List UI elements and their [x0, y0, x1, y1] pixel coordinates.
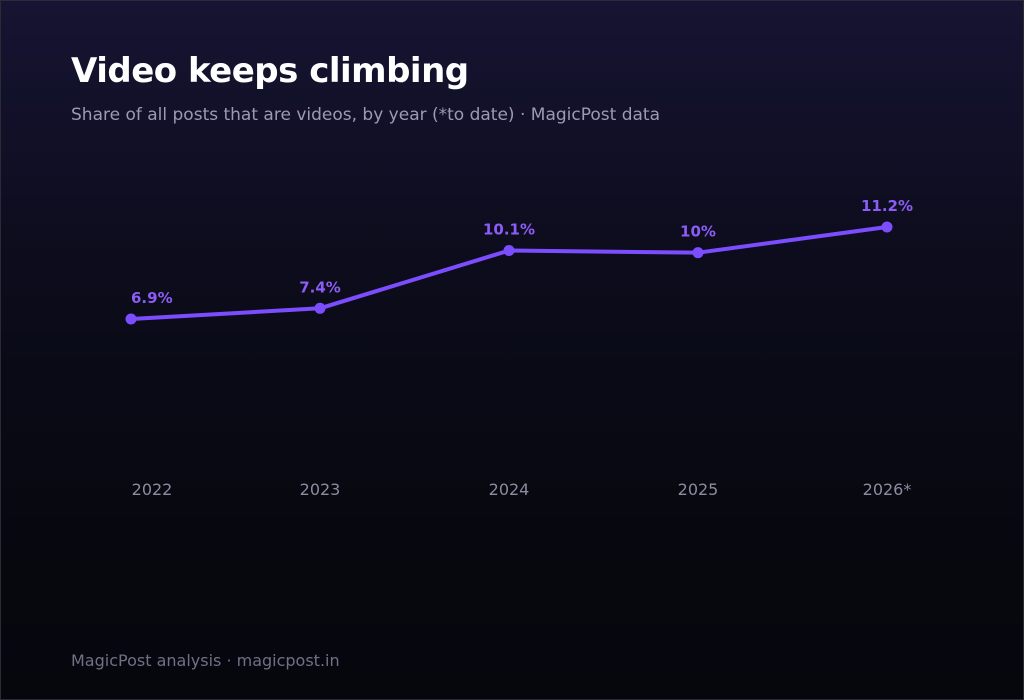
data-point	[503, 245, 515, 257]
data-point	[314, 302, 326, 314]
data-label: 10%	[680, 223, 716, 241]
chart-subtitle: Share of all posts that are videos, by y…	[71, 105, 660, 125]
data-point	[125, 313, 137, 325]
data-label: 7.4%	[299, 278, 341, 296]
x-tick-label: 2024	[489, 480, 530, 499]
series-line	[129, 225, 889, 321]
chart-title: Video keeps climbing	[71, 51, 469, 91]
data-label: 10.1%	[483, 221, 535, 239]
data-point	[692, 247, 704, 259]
x-tick-label: 2022	[132, 480, 173, 499]
data-label: 11.2%	[861, 197, 913, 215]
x-tick-label: 2026*	[863, 480, 912, 499]
x-tick-label: 2023	[300, 480, 341, 499]
data-label: 6.9%	[131, 289, 173, 307]
source-footer: MagicPost analysis · magicpost.in	[71, 651, 340, 670]
x-tick-label: 2025	[678, 480, 719, 499]
data-point	[881, 221, 893, 233]
